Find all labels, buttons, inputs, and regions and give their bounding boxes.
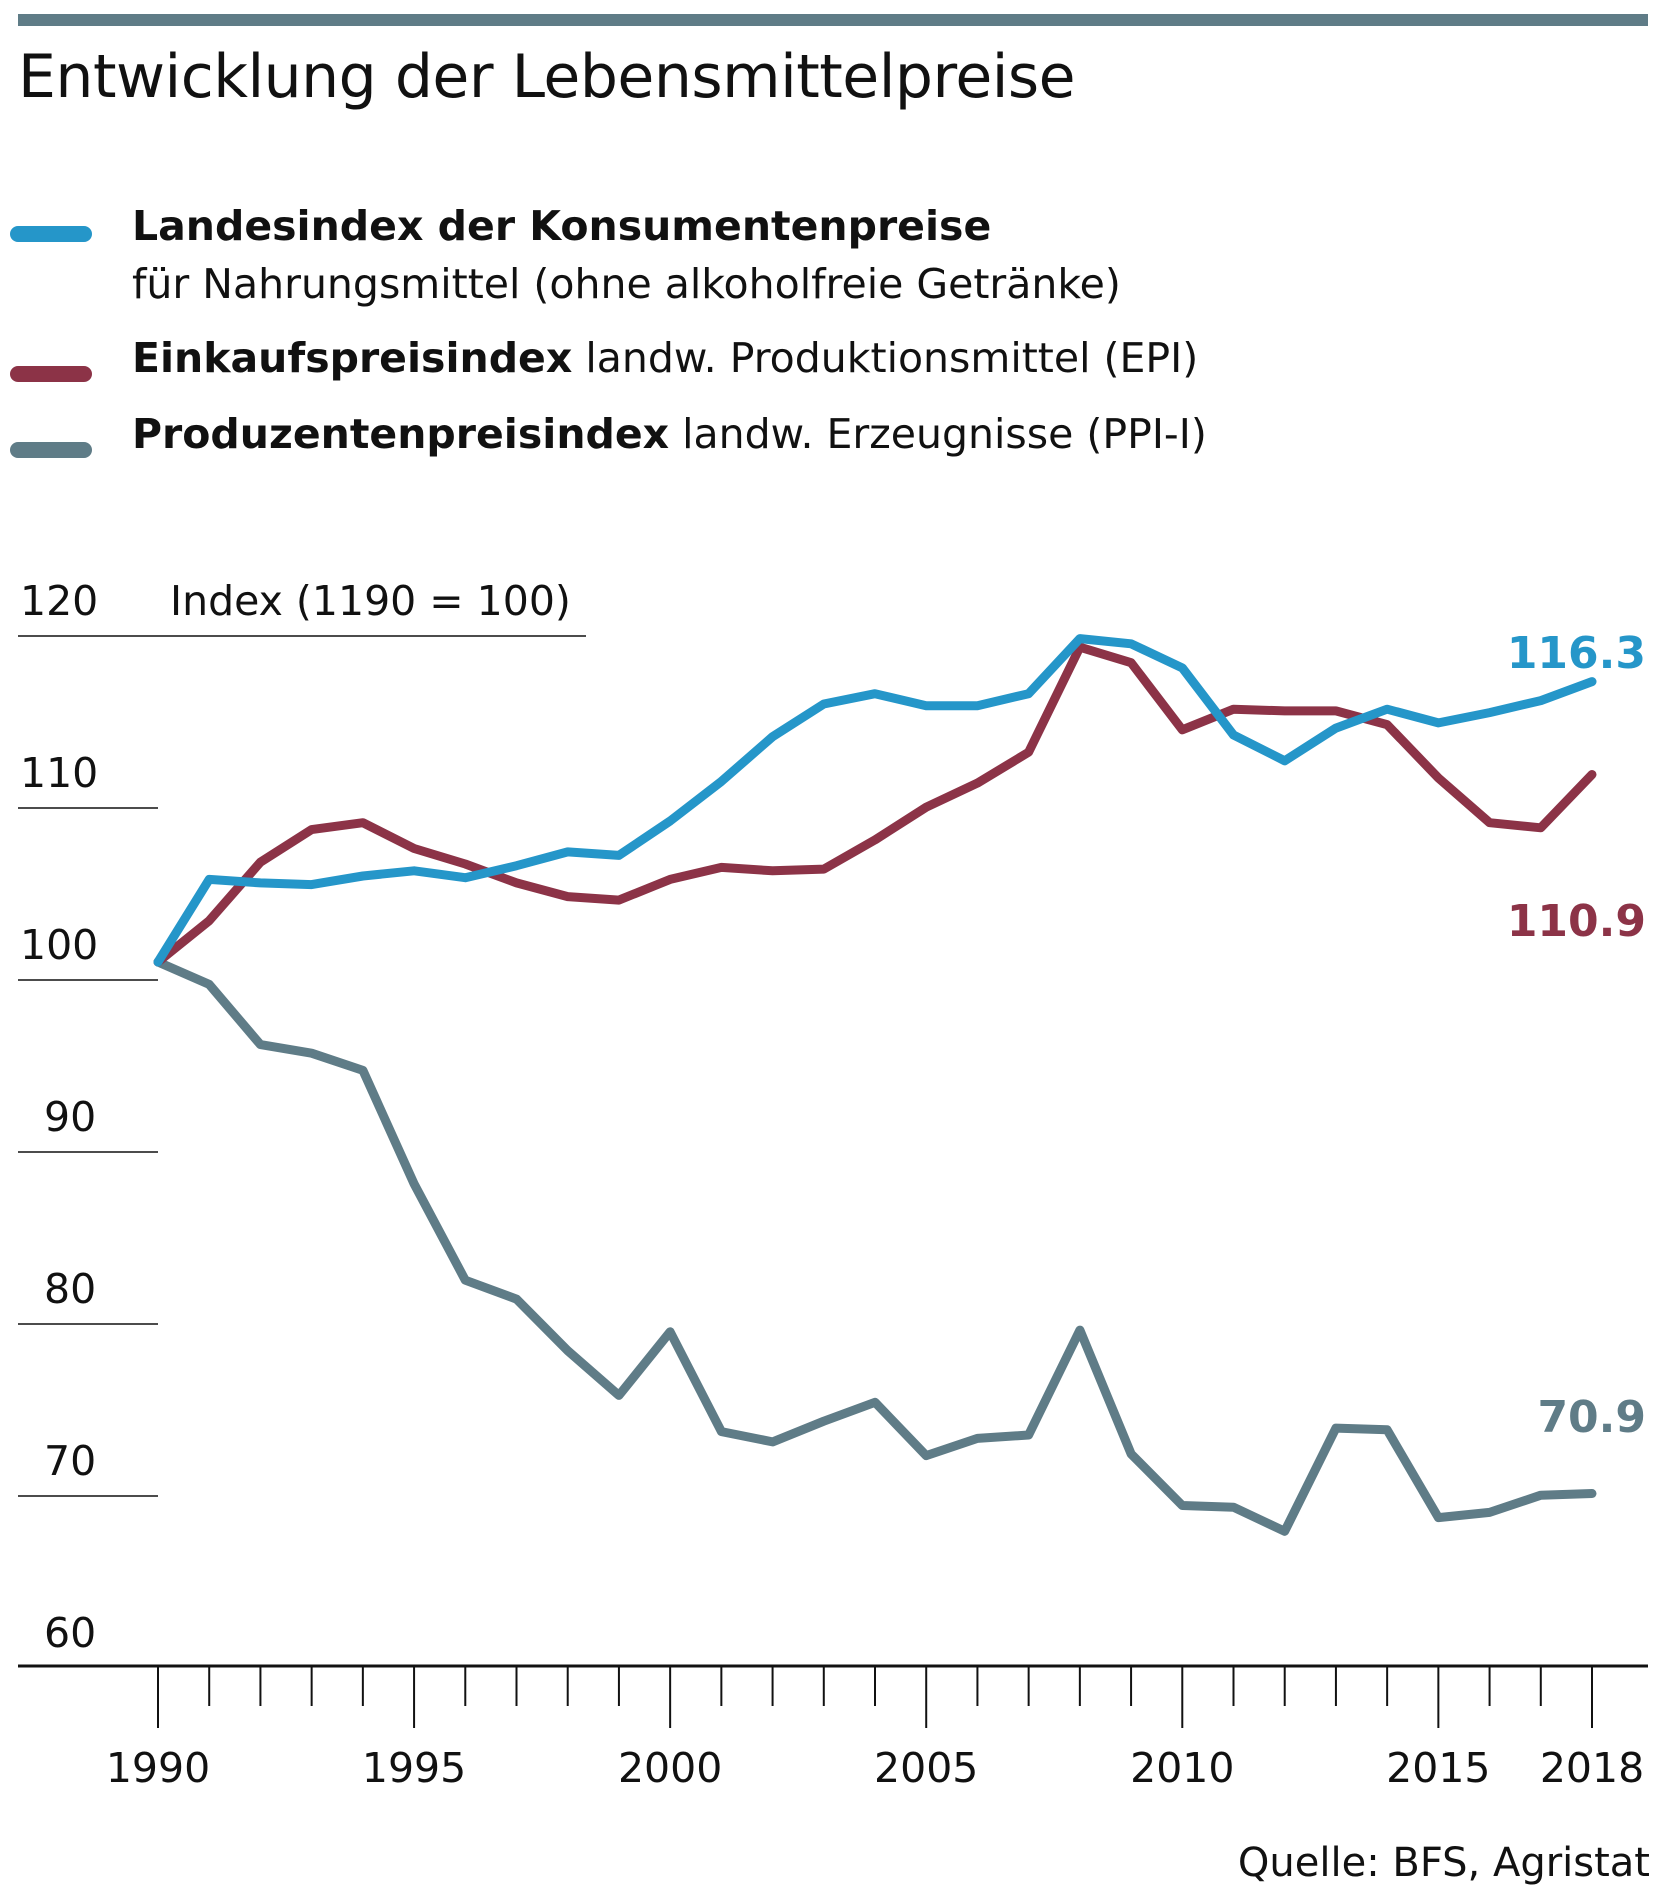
y-axis-title: Index (1190 = 100) — [170, 577, 571, 625]
end-label-2: 70.9 — [1537, 1392, 1646, 1443]
x-tick-label-2005: 2005 — [874, 1744, 978, 1792]
x-tick-label-2015: 2015 — [1386, 1744, 1490, 1792]
legend-swatch-red — [10, 366, 92, 382]
legend-swatch-gray — [10, 442, 92, 458]
legend-swatch-blue — [10, 226, 92, 242]
series-line-2 — [153, 957, 1597, 1536]
source-note: Quelle: BFS, Agristat — [1237, 1840, 1650, 1886]
legend-label-sub: für Nahrungsmittel (ohne alkoholfreie Ge… — [132, 260, 1121, 308]
y-tick-label-80: 80 — [44, 1265, 96, 1313]
end-label-0: 116.3 — [1507, 628, 1646, 679]
legend-label-bold: Einkaufspreisindex — [132, 334, 573, 382]
legend-label-bold: Landesindex der Konsumentenpreise — [132, 202, 992, 250]
y-tick-label-60: 60 — [44, 1609, 96, 1657]
y-tick-label-100: 100 — [20, 921, 98, 969]
end-label-1: 110.9 — [1507, 896, 1646, 947]
x-tick-label-1995: 1995 — [362, 1744, 466, 1792]
top-rule — [18, 14, 1648, 26]
series-line-1 — [153, 642, 1597, 967]
y-tick-label-70: 70 — [44, 1437, 96, 1485]
chart-title: Entwicklung der Lebensmittelpreise — [18, 42, 1076, 112]
x-tick-label-2018: 2018 — [1540, 1744, 1644, 1792]
legend-label-rest: landw. Erzeugnisse (PPI-I) — [682, 410, 1207, 458]
x-tick-label-1990: 1990 — [106, 1744, 210, 1792]
legend-label-bold: Produzentenpreisindex — [132, 410, 670, 458]
y-tick-label-90: 90 — [44, 1093, 96, 1141]
y-tick-label-120: 120 — [20, 577, 98, 625]
x-tick-label-2010: 2010 — [1130, 1744, 1234, 1792]
x-tick-label-2000: 2000 — [618, 1744, 722, 1792]
legend-label-rest: landw. Produktionsmittel (EPI) — [585, 334, 1199, 382]
y-tick-label-110: 110 — [20, 749, 98, 797]
series-line-0 — [153, 634, 1597, 967]
